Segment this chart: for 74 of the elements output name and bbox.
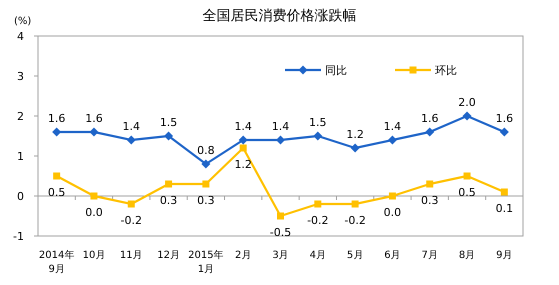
x-tick-label: 11月: [120, 250, 143, 261]
y-tick-label: 2: [17, 110, 24, 123]
point: [238, 136, 248, 144]
legend-label: 同比: [325, 64, 347, 77]
data-label: 1.5: [309, 116, 327, 129]
data-label: 0.3: [160, 194, 178, 207]
data-label: 1.4: [122, 120, 140, 133]
point: [352, 200, 359, 208]
data-label: 0.3: [197, 194, 215, 207]
point: [52, 128, 62, 136]
data-label: 0.1: [496, 202, 514, 215]
x-tick-label: 4月: [310, 250, 326, 261]
point: [314, 200, 322, 208]
x-tick-label: 3月: [272, 250, 289, 261]
y-axis-title: (%): [14, 16, 32, 27]
point: [90, 192, 98, 200]
point: [165, 180, 172, 188]
legend-label: 环比: [435, 64, 457, 77]
y-tick-label: 1: [17, 150, 24, 163]
data-label: 1.6: [85, 112, 103, 125]
data-label: 0.3: [420, 194, 438, 207]
x-tick-label: 2015年 1月: [188, 249, 224, 275]
point: [164, 132, 174, 140]
point: [464, 172, 471, 180]
x-tick-label: 7月: [422, 250, 438, 261]
x-tick-label: 8月: [458, 250, 476, 261]
x-tick-label: 6月: [384, 250, 401, 261]
point: [426, 180, 434, 188]
point: [500, 188, 508, 196]
point: [388, 192, 396, 200]
data-label: 1.4: [272, 120, 290, 133]
data-label: 1.2: [346, 128, 364, 141]
point: [313, 132, 322, 140]
x-tick-label: 10月: [82, 250, 106, 261]
point: [128, 200, 135, 208]
point: [277, 212, 284, 220]
data-label: 0.5: [458, 186, 476, 199]
data-label: 0.0: [85, 206, 103, 219]
data-label: -0.5: [270, 226, 292, 239]
data-label: 1.5: [160, 116, 178, 129]
y-tick-label: -1: [13, 230, 24, 243]
x-tick-label: 12月: [157, 250, 180, 261]
data-label: 1.6: [496, 112, 514, 125]
data-label: 1.6: [420, 112, 438, 125]
data-label: 1.4: [234, 120, 252, 133]
y-tick-label: 0: [17, 190, 24, 203]
y-tick-label: 3: [17, 70, 24, 83]
point: [500, 128, 509, 136]
data-label: 1.4: [384, 120, 402, 133]
data-label: -0.2: [344, 214, 366, 227]
data-label: 0.0: [384, 206, 402, 219]
chart-title: 全国居民消费价格涨跌幅: [202, 8, 356, 24]
x-tick-label: 2014年 9月: [38, 249, 74, 275]
x-tick-label: 5月: [346, 250, 364, 261]
point: [425, 128, 434, 136]
point: [53, 172, 60, 180]
point: [350, 144, 360, 152]
point: [202, 180, 210, 188]
data-label: 0.5: [48, 186, 66, 199]
point: [126, 136, 136, 144]
data-label: -0.2: [307, 214, 329, 227]
point: [276, 136, 285, 144]
data-label: 1.6: [48, 112, 66, 125]
x-tick-label: 9月: [496, 250, 513, 261]
data-label: 1.2: [234, 158, 252, 171]
data-label: 2.0: [458, 96, 476, 109]
x-tick-label: 2月: [235, 250, 252, 261]
data-label: -0.2: [120, 214, 142, 227]
point: [240, 144, 247, 152]
point: [462, 112, 472, 120]
data-label: 0.8: [197, 144, 215, 157]
y-tick-label: 4: [17, 30, 24, 43]
point: [201, 160, 210, 168]
point: [388, 136, 397, 144]
